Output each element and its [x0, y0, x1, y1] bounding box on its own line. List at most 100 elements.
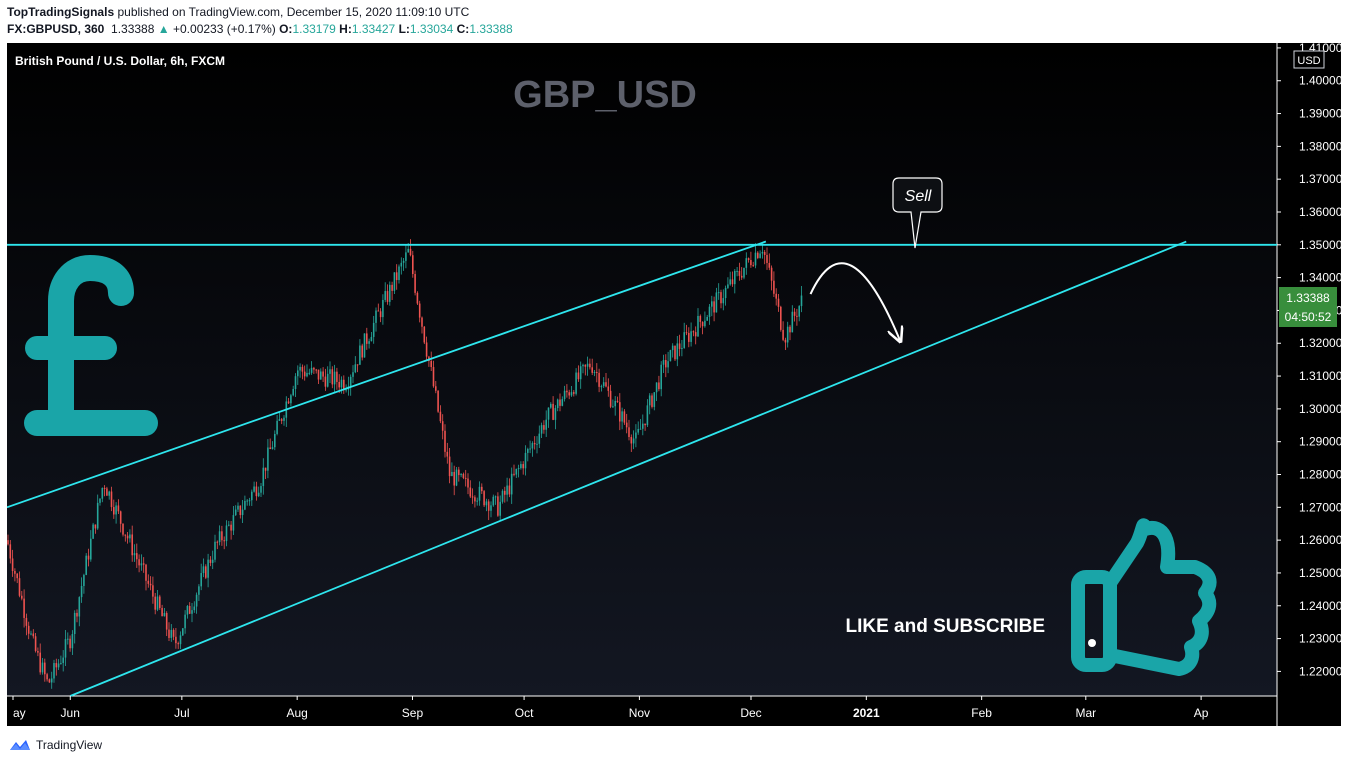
candle-body [598, 372, 600, 387]
candle-body [651, 395, 653, 407]
price-chart[interactable]: Sell British Pound / U.S. Dollar, 6h, FX… [7, 43, 1341, 726]
candle-body [230, 524, 232, 531]
price-tick-label: 1.24000 [1299, 599, 1341, 613]
candle-body [736, 270, 738, 272]
candle-body [16, 573, 18, 579]
candle-body [688, 332, 690, 342]
candle-body [782, 329, 784, 340]
candle-body [267, 447, 269, 471]
candle-body [343, 379, 345, 391]
candle-body [513, 473, 515, 475]
candle-body [621, 411, 623, 422]
candle-body [462, 474, 465, 478]
candle-body [23, 598, 25, 618]
candle-body [543, 425, 545, 430]
candle-body [317, 369, 320, 380]
time-tick-label: Dec [740, 706, 761, 720]
candle-body [552, 403, 554, 420]
candle-body [441, 421, 444, 431]
candle-body [504, 490, 506, 495]
candle-body [329, 369, 331, 374]
candle-body [536, 443, 538, 445]
candle-body [310, 367, 313, 373]
candle-body [720, 292, 722, 304]
candle-body [172, 629, 175, 637]
candle-body [600, 386, 603, 388]
candle-body [306, 372, 308, 377]
candle-body [345, 389, 347, 391]
candle-body [791, 311, 794, 333]
thumbs-up-dot [1088, 639, 1096, 647]
candle-body [232, 515, 235, 531]
low-value: 1.33034 [409, 22, 454, 36]
candle-body [262, 467, 265, 487]
candle-body [188, 605, 191, 614]
candle-body [131, 534, 133, 556]
candle-body [39, 652, 41, 673]
tradingview-branding[interactable]: TradingView [8, 736, 102, 754]
last-price: 1.33388 [111, 22, 155, 36]
candle-body [517, 468, 520, 470]
candle-body [658, 382, 660, 390]
candle-body [57, 663, 60, 668]
candle-body [796, 315, 798, 317]
candle-body [34, 636, 37, 651]
price-tick-label: 1.41000 [1299, 43, 1341, 55]
price-tick-label: 1.29000 [1299, 435, 1341, 449]
candle-body [713, 301, 715, 313]
candle-body [246, 500, 248, 502]
candle-body [370, 336, 373, 342]
candle-body [393, 272, 396, 291]
tradingview-brand-text: TradingView [36, 738, 103, 752]
candle-body [800, 295, 803, 307]
close-label: C: [456, 22, 470, 36]
candle-body [637, 428, 639, 433]
candle-body [533, 443, 536, 445]
candle-body [168, 629, 170, 638]
candle-body [391, 284, 393, 291]
candle-body [729, 279, 731, 285]
candle-body [161, 607, 163, 617]
candle-body [149, 583, 152, 586]
candle-body [244, 500, 246, 510]
price-tick-label: 1.22000 [1299, 664, 1341, 678]
candle-body [531, 443, 534, 449]
candle-body [366, 333, 368, 344]
candle-body [425, 342, 428, 357]
candle-body [655, 382, 658, 393]
candle-body [205, 566, 207, 578]
candle-body [361, 345, 363, 358]
candle-body [354, 364, 357, 373]
candle-body [41, 662, 44, 673]
candle-body [768, 262, 771, 268]
candle-body [761, 251, 764, 254]
candle-body [416, 292, 419, 304]
price-tick-label: 1.31000 [1299, 369, 1341, 383]
candle-body [60, 662, 62, 664]
candle-body [437, 390, 439, 412]
candle-body [294, 376, 297, 390]
price-tick-label: 1.40000 [1299, 74, 1341, 88]
candle-body [25, 617, 28, 626]
candle-body [701, 321, 704, 327]
candle-body [568, 392, 570, 396]
candle-body [64, 639, 67, 658]
candle-body [389, 284, 391, 302]
candle-body [147, 580, 150, 584]
candle-body [223, 540, 225, 542]
candle-body [734, 270, 736, 285]
candle-body [591, 367, 593, 373]
candle-body [37, 650, 39, 653]
candle-body [402, 260, 405, 263]
candle-body [260, 486, 262, 493]
symbol-label: FX:GBPUSD, 360 [7, 22, 105, 36]
candle-body [405, 252, 407, 261]
candle-body [676, 343, 679, 360]
candle-body [280, 419, 283, 421]
candle-body [297, 370, 299, 377]
candle-body [464, 477, 467, 479]
candle-body [699, 315, 702, 322]
author-name[interactable]: TopTradingSignals [7, 5, 115, 19]
candle-body [692, 331, 695, 333]
candle-body [743, 267, 745, 278]
